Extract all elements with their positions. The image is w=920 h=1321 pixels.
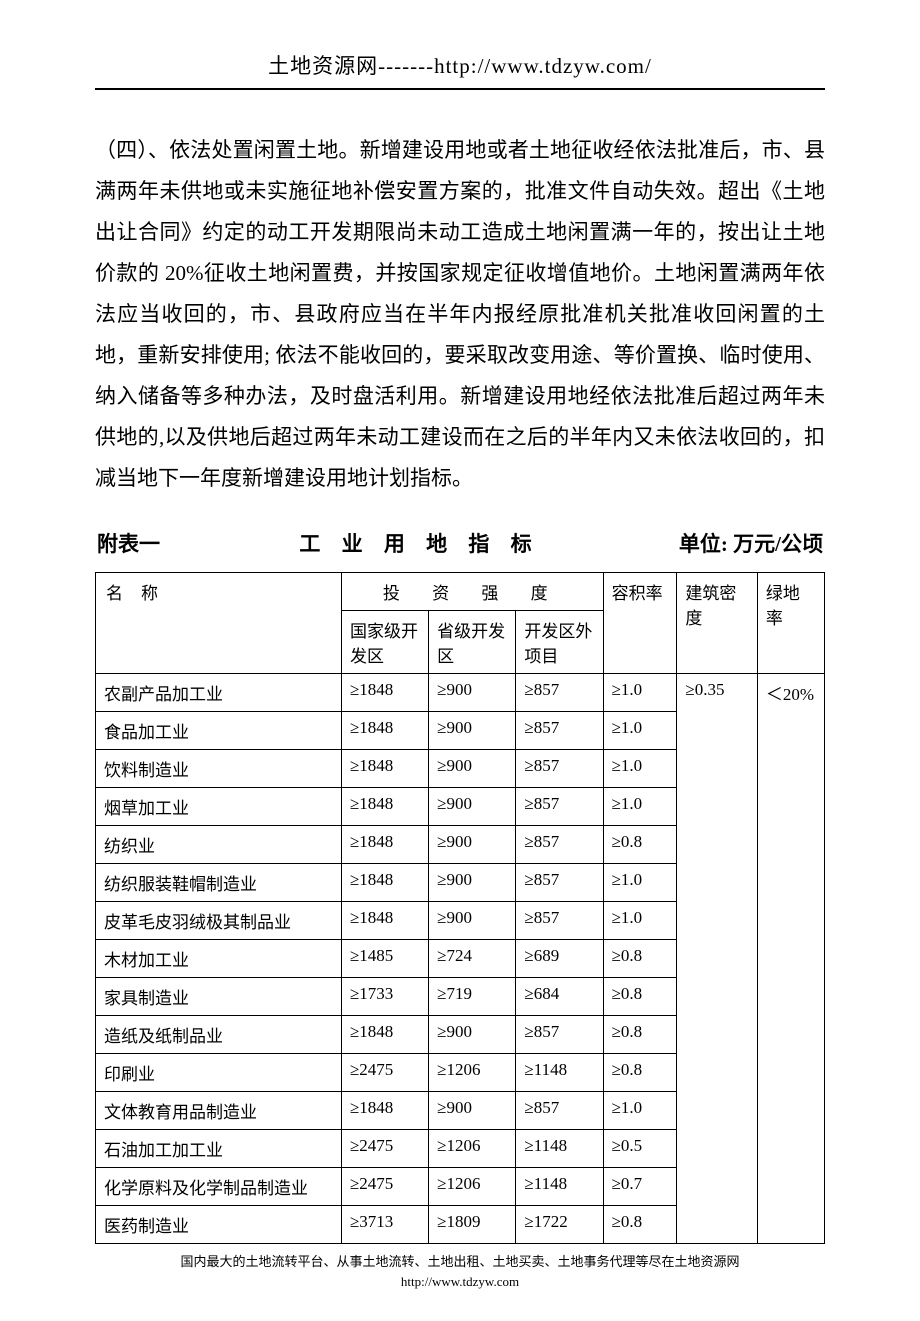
cell-name: 纺织业	[96, 826, 342, 864]
cell-far: ≥0.8	[603, 978, 677, 1016]
cell-inv-national: ≥1848	[341, 864, 428, 902]
cell-inv-outside: ≥857	[516, 788, 603, 826]
cell-far: ≥0.8	[603, 1016, 677, 1054]
cell-inv-outside: ≥1148	[516, 1130, 603, 1168]
cell-inv-outside: ≥857	[516, 1016, 603, 1054]
col-inv-national: 国家级开发区	[341, 611, 428, 674]
page-footer: 国内最大的土地流转平台、从事土地流转、土地出租、土地买卖、土地事务代理等尽在土地…	[95, 1252, 825, 1291]
body-paragraph: （四）、依法处置闲置土地。新增建设用地或者土地征收经依法批准后，市、县满两年未供…	[95, 130, 825, 498]
cell-name: 饮料制造业	[96, 750, 342, 788]
cell-inv-outside: ≥857	[516, 1092, 603, 1130]
col-green: 绿地率	[757, 573, 824, 674]
cell-far: ≥0.5	[603, 1130, 677, 1168]
cell-inv-provincial: ≥900	[429, 712, 516, 750]
cell-inv-outside: ≥857	[516, 712, 603, 750]
cell-inv-outside: ≥689	[516, 940, 603, 978]
cell-inv-provincial: ≥1206	[429, 1168, 516, 1206]
cell-inv-outside: ≥857	[516, 750, 603, 788]
cell-inv-national: ≥2475	[341, 1130, 428, 1168]
cell-inv-provincial: ≥900	[429, 1016, 516, 1054]
cell-inv-outside: ≥857	[516, 674, 603, 712]
cell-inv-national: ≥2475	[341, 1054, 428, 1092]
cell-inv-outside: ≥857	[516, 902, 603, 940]
cell-far: ≥0.8	[603, 826, 677, 864]
cell-inv-national: ≥1485	[341, 940, 428, 978]
cell-inv-outside: ≥1722	[516, 1206, 603, 1244]
cell-inv-provincial: ≥900	[429, 864, 516, 902]
cell-inv-outside: ≥1148	[516, 1168, 603, 1206]
cell-far: ≥0.8	[603, 940, 677, 978]
cell-name: 造纸及纸制品业	[96, 1016, 342, 1054]
cell-inv-provincial: ≥719	[429, 978, 516, 1016]
cell-name: 文体教育用品制造业	[96, 1092, 342, 1130]
cell-inv-outside: ≥857	[516, 826, 603, 864]
table-title-row: 附表一 工 业 用 地 指 标 单位: 万元/公顷	[95, 528, 825, 558]
cell-inv-outside: ≥684	[516, 978, 603, 1016]
cell-inv-provincial: ≥1809	[429, 1206, 516, 1244]
cell-far: ≥0.8	[603, 1206, 677, 1244]
cell-far: ≥1.0	[603, 750, 677, 788]
cell-inv-outside: ≥1148	[516, 1054, 603, 1092]
table-row: 农副产品加工业≥1848≥900≥857≥1.0≥0.35＜20%	[96, 674, 825, 712]
cell-name: 化学原料及化学制品制造业	[96, 1168, 342, 1206]
table-unit: 单位: 万元/公顷	[679, 528, 823, 558]
cell-inv-national: ≥1848	[341, 902, 428, 940]
col-inv-outside: 开发区外项目	[516, 611, 603, 674]
col-density: 建筑密度	[677, 573, 758, 674]
cell-green-shared: ＜20%	[757, 674, 824, 1244]
page-header: 土地资源网-------http://www.tdzyw.com/	[95, 50, 825, 90]
table-label: 附表一	[97, 528, 160, 558]
industrial-land-table: 名称 投 资 强 度 容积率 建筑密度 绿地率 国家级开发区 省级开发区 开发区…	[95, 572, 825, 1244]
cell-inv-provincial: ≥900	[429, 750, 516, 788]
cell-inv-national: ≥1848	[341, 750, 428, 788]
cell-inv-national: ≥1848	[341, 1092, 428, 1130]
cell-name: 皮革毛皮羽绒极其制品业	[96, 902, 342, 940]
cell-inv-national: ≥1848	[341, 674, 428, 712]
col-far: 容积率	[603, 573, 677, 674]
cell-inv-provincial: ≥900	[429, 826, 516, 864]
cell-name: 医药制造业	[96, 1206, 342, 1244]
cell-far: ≥1.0	[603, 712, 677, 750]
cell-name: 石油加工加工业	[96, 1130, 342, 1168]
cell-density-shared: ≥0.35	[677, 674, 758, 1244]
cell-name: 农副产品加工业	[96, 674, 342, 712]
cell-inv-provincial: ≥724	[429, 940, 516, 978]
cell-inv-provincial: ≥900	[429, 902, 516, 940]
cell-inv-national: ≥1733	[341, 978, 428, 1016]
cell-name: 纺织服装鞋帽制造业	[96, 864, 342, 902]
cell-inv-national: ≥2475	[341, 1168, 428, 1206]
cell-inv-national: ≥1848	[341, 1016, 428, 1054]
cell-name: 家具制造业	[96, 978, 342, 1016]
cell-name: 食品加工业	[96, 712, 342, 750]
table-title: 工 业 用 地 指 标	[299, 528, 539, 558]
cell-far: ≥1.0	[603, 674, 677, 712]
cell-inv-provincial: ≥900	[429, 788, 516, 826]
cell-inv-provincial: ≥900	[429, 674, 516, 712]
cell-inv-provincial: ≥1206	[429, 1130, 516, 1168]
table-body: 农副产品加工业≥1848≥900≥857≥1.0≥0.35＜20%食品加工业≥1…	[96, 674, 825, 1244]
col-inv-provincial: 省级开发区	[429, 611, 516, 674]
cell-name: 木材加工业	[96, 940, 342, 978]
cell-inv-national: ≥1848	[341, 826, 428, 864]
footer-line2: http://www.tdzyw.com	[95, 1272, 825, 1292]
cell-inv-national: ≥3713	[341, 1206, 428, 1244]
cell-name: 印刷业	[96, 1054, 342, 1092]
col-name: 名称	[96, 573, 342, 674]
cell-far: ≥0.7	[603, 1168, 677, 1206]
footer-line1: 国内最大的土地流转平台、从事土地流转、土地出租、土地买卖、土地事务代理等尽在土地…	[95, 1252, 825, 1272]
cell-inv-national: ≥1848	[341, 788, 428, 826]
cell-far: ≥1.0	[603, 864, 677, 902]
cell-far: ≥1.0	[603, 788, 677, 826]
cell-far: ≥0.8	[603, 1054, 677, 1092]
cell-inv-national: ≥1848	[341, 712, 428, 750]
col-investment-group: 投 资 强 度	[341, 573, 603, 611]
cell-name: 烟草加工业	[96, 788, 342, 826]
table-header-row-1: 名称 投 资 强 度 容积率 建筑密度 绿地率	[96, 573, 825, 611]
cell-far: ≥1.0	[603, 902, 677, 940]
cell-inv-provincial: ≥900	[429, 1092, 516, 1130]
cell-inv-provincial: ≥1206	[429, 1054, 516, 1092]
cell-far: ≥1.0	[603, 1092, 677, 1130]
cell-inv-outside: ≥857	[516, 864, 603, 902]
